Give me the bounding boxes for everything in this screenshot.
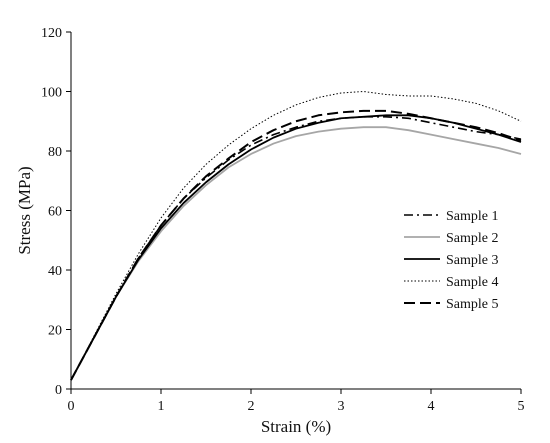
x-tick-label: 5	[518, 399, 525, 414]
x-axis-title: Strain (%)	[261, 417, 331, 436]
series-line-sample-4	[70, 91, 522, 381]
y-tick-label: 120	[41, 26, 62, 41]
y-tick-label: 80	[48, 145, 62, 160]
series-line-sample-2	[70, 126, 522, 381]
x-tick-label: 4	[428, 399, 435, 414]
legend-label-sample-5: Sample 5	[446, 297, 499, 312]
x-tick-label: 1	[158, 399, 165, 414]
y-tick-label: 100	[41, 86, 62, 101]
x-tick-label: 3	[338, 399, 345, 414]
legend-label-sample-1: Sample 1	[446, 209, 499, 224]
series-line-sample-3	[70, 114, 522, 381]
y-tick-label: 60	[48, 205, 62, 220]
x-tick-label: 2	[248, 399, 255, 414]
series-line-sample-1	[70, 115, 522, 381]
y-tick-label: 0	[55, 383, 62, 398]
series-layer	[70, 91, 522, 381]
legend-label-sample-3: Sample 3	[446, 253, 499, 268]
legend: Sample 1 Sample 2 Sample 3 Sample 4 Sample 5	[404, 209, 499, 312]
x-tick-label: 0	[68, 399, 75, 414]
y-axis-title: Stress (MPa)	[15, 166, 34, 254]
legend-label-sample-2: Sample 2	[446, 231, 499, 246]
axes: 0 20 40 60 80 100 120 0 1 2 3 4 5	[41, 26, 525, 414]
y-tick-label: 20	[48, 324, 62, 339]
legend-label-sample-4: Sample 4	[446, 275, 499, 290]
y-tick-label: 40	[48, 264, 62, 279]
